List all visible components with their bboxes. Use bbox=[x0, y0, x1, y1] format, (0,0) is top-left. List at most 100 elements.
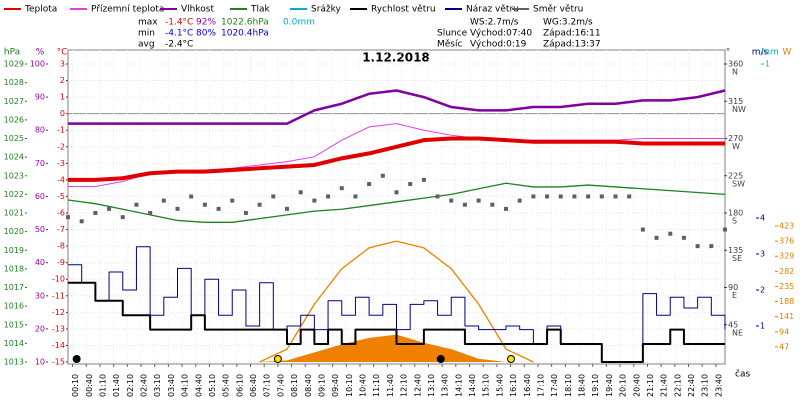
x-tick-label: 16:10 bbox=[509, 374, 518, 397]
direction-point bbox=[134, 202, 139, 207]
axis-tick-label: 1 bbox=[60, 93, 65, 102]
axis-tick-label: 1014 bbox=[4, 339, 24, 348]
x-tick-label: 12:40 bbox=[413, 374, 422, 397]
axis-tick-label: 2 bbox=[60, 76, 65, 85]
axis-tick-label: 225 bbox=[728, 171, 743, 180]
axis-tick-label: 60 bbox=[35, 192, 45, 201]
series-line bbox=[68, 89, 726, 125]
axis-tick-label: 1020 bbox=[4, 227, 24, 236]
axis-tick-label: 1022 bbox=[4, 190, 24, 199]
direction-point bbox=[93, 211, 98, 215]
axis-tick-label: -4 bbox=[57, 175, 65, 184]
x-tick-label: 09:10 bbox=[317, 374, 326, 397]
direction-point bbox=[107, 206, 112, 211]
legend-label: Teplota bbox=[24, 5, 57, 15]
solar-area bbox=[259, 334, 534, 362]
compass-label: SW bbox=[732, 179, 745, 188]
x-tick-label: 00:10 bbox=[71, 374, 80, 397]
x-tick-label: 05:40 bbox=[222, 374, 231, 397]
axis-tick-label: 3 bbox=[760, 250, 765, 259]
x-tick-label: 13:10 bbox=[427, 374, 436, 397]
direction-point bbox=[613, 194, 618, 199]
axis-label: ° bbox=[726, 48, 731, 58]
direction-point bbox=[668, 231, 673, 236]
axis-tick-label: 3 bbox=[60, 60, 65, 69]
axis-tick-label: -2 bbox=[57, 142, 65, 151]
direction-point bbox=[695, 244, 700, 249]
axis-label: % bbox=[36, 48, 45, 58]
x-tick-label: 10:40 bbox=[359, 374, 368, 397]
x-tick-label: 06:10 bbox=[235, 374, 244, 397]
axis-tick-label: 1027 bbox=[4, 97, 24, 106]
direction-point bbox=[148, 211, 153, 215]
direction-point bbox=[517, 198, 522, 203]
axis-tick-label: -10 bbox=[52, 275, 65, 284]
axis-tick-label: 1 bbox=[760, 322, 765, 331]
x-tick-label: 19:10 bbox=[591, 374, 600, 397]
axis-tick-label: 1019 bbox=[4, 246, 24, 255]
direction-point bbox=[243, 211, 248, 215]
axis-tick-label: -3 bbox=[57, 159, 65, 168]
axis-tick-label: 1017 bbox=[4, 283, 24, 292]
axis-tick-label: 315 bbox=[728, 97, 743, 106]
axis-tick-label: 1025 bbox=[4, 134, 24, 143]
axis-tick-label: 1015 bbox=[4, 320, 24, 329]
axis-label: W bbox=[783, 48, 792, 58]
axis-tick-label: -8 bbox=[57, 242, 65, 251]
x-tick-label: 20:40 bbox=[632, 374, 641, 397]
x-tick-label: 23:10 bbox=[701, 374, 710, 397]
x-tick-label: 01:10 bbox=[98, 374, 107, 397]
direction-point bbox=[257, 202, 262, 207]
legend-label: Přízemní teplota bbox=[91, 5, 164, 15]
axis-label: °C bbox=[57, 48, 68, 58]
axis-tick-label: -13 bbox=[52, 324, 65, 333]
stats-value: -1.4°C bbox=[165, 18, 193, 28]
axis-tick-label: -14 bbox=[52, 341, 65, 350]
axis-tick-label: 1018 bbox=[4, 264, 24, 273]
x-tick-label: 01:40 bbox=[112, 374, 121, 397]
x-tick-label: 00:40 bbox=[85, 374, 94, 397]
compass-label: SE bbox=[732, 254, 742, 263]
direction-point bbox=[599, 194, 604, 199]
x-tick-label: 19:40 bbox=[605, 374, 614, 397]
stats-label: min bbox=[138, 29, 155, 39]
axis-tick-label: 1026 bbox=[4, 115, 24, 124]
direction-point bbox=[462, 202, 467, 207]
direction-point bbox=[586, 194, 591, 199]
x-tick-label: 08:10 bbox=[290, 374, 299, 397]
direction-point bbox=[627, 194, 632, 199]
sun-marker bbox=[507, 355, 516, 363]
stats-sun: Slunce bbox=[437, 29, 468, 39]
axis-tick-label: 1028 bbox=[4, 78, 24, 87]
axis-label: m/s bbox=[752, 48, 769, 58]
axis-tick-label: 1024 bbox=[4, 153, 24, 162]
x-tick-label: 22:10 bbox=[673, 374, 682, 397]
axis-tick-label: 70 bbox=[35, 159, 45, 168]
direction-point bbox=[394, 190, 399, 195]
axis-tick-label: 80 bbox=[35, 126, 45, 135]
legend-label: Rychlost větru bbox=[371, 5, 436, 15]
moon-marker bbox=[436, 355, 445, 363]
x-tick-label: 04:40 bbox=[194, 374, 203, 397]
axis-tick-label: 30 bbox=[35, 291, 45, 300]
axis-tick-label: -12 bbox=[52, 308, 65, 317]
x-tick-label: 04:10 bbox=[181, 374, 190, 397]
x-tick-label: 18:10 bbox=[564, 374, 573, 397]
direction-point bbox=[285, 206, 289, 211]
stats-value: -2.4°C bbox=[165, 40, 193, 50]
direction-point bbox=[353, 194, 358, 199]
direction-point bbox=[640, 227, 645, 232]
x-axis-label: čas bbox=[735, 369, 750, 380]
direction-point bbox=[216, 206, 221, 211]
direction-point bbox=[380, 173, 385, 178]
axis-tick-label: 10 bbox=[35, 358, 45, 367]
sun-marker bbox=[273, 355, 282, 363]
axis-tick-label: 45 bbox=[728, 320, 738, 329]
direction-point bbox=[654, 235, 659, 240]
axis-tick-label: 47 bbox=[779, 342, 789, 351]
axis-tick-label: -11 bbox=[52, 291, 65, 300]
x-tick-label: 15:40 bbox=[495, 374, 504, 397]
legend-label: Vlhkost bbox=[181, 5, 214, 15]
direction-point bbox=[449, 198, 454, 203]
x-tick-label: 03:10 bbox=[153, 374, 162, 397]
